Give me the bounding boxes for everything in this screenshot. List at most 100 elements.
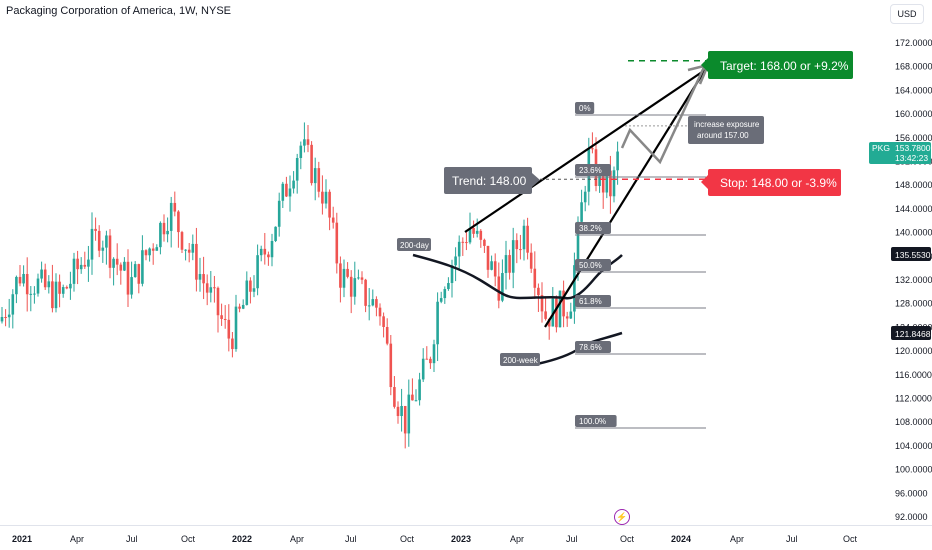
trend-label-bg [444,167,532,194]
price-tick: 104.0000 [895,441,932,451]
fib-label-bg [575,164,611,176]
time-tick: Apr [730,534,744,544]
candle-body [432,344,436,364]
event-bolt-icon[interactable]: ⚡ [614,509,630,525]
price-tick: 132.0000 [895,275,932,285]
fib-label: 38.2% [579,224,602,233]
candle-body [292,180,295,189]
candle-body [328,191,331,218]
candle-body [198,274,202,280]
candle-body [195,243,198,280]
candle-body [537,287,540,296]
candle-body [238,306,241,309]
time-tick: Oct [181,534,196,544]
candle-body [169,202,173,231]
target-label-pointer [701,58,708,72]
fib-label-bg [575,102,595,114]
last-price-bg [869,142,931,164]
ma-200-day-label: 200-day [400,241,429,250]
trend-label-pointer [532,173,540,187]
candle-body [205,283,209,293]
candle-body [400,405,403,417]
price-tick: 108.0000 [895,417,932,427]
candle-body [461,241,465,243]
stop-label-bg [708,169,841,196]
time-tick: Oct [620,534,635,544]
candle-body [267,254,270,258]
candle-body [414,400,418,402]
fib-label: 78.6% [579,343,602,352]
time-tick: Oct [400,534,415,544]
candle-body [72,258,76,284]
time-tick: Apr [290,534,304,544]
candle-body [141,250,144,284]
currency-button[interactable]: USD [890,4,924,24]
candle-body [144,250,148,256]
candle-body [184,249,187,251]
candle-body [479,230,483,240]
candle-body [443,289,447,299]
price-tick: 92.0000 [895,512,928,522]
candle-body [450,265,454,284]
candle-body [465,242,468,244]
upper-trendline [464,69,706,233]
candle-body [133,264,137,278]
candle-body [331,217,335,223]
price-tick: 168.0000 [895,62,932,72]
candle-body [353,278,357,297]
candle-body [425,358,429,360]
fib-label: 100.0% [579,417,606,426]
candle-body [429,358,432,364]
candle-body [54,281,58,309]
candle-body [270,240,274,258]
time-tick: Jul [126,534,138,544]
candle-body [364,279,367,306]
candle-body [7,314,11,318]
candle-body [335,222,339,264]
candle-body [306,139,310,145]
candle-body [252,288,256,292]
candle-body [256,255,259,289]
candle-body [303,139,306,146]
ma-200-day-line [412,253,623,300]
candle-body [576,221,580,266]
time-tick: 2024 [671,534,691,544]
candle-body [58,281,61,294]
candle-body [166,230,169,235]
candle-body [123,261,126,271]
price-tick: 128.0000 [895,299,932,309]
candle-body [454,256,457,266]
candle-body [529,252,533,269]
candle-body [508,255,511,273]
candle-body [601,169,605,193]
candle-body [616,151,619,171]
candle-body [324,191,328,204]
fib-label: 23.6% [579,166,602,175]
candle-body [249,280,252,292]
candle-body [375,299,378,308]
candle-body [389,343,393,388]
candle-body [357,277,360,279]
candle-body [407,394,411,434]
candle-body [540,295,544,312]
price-tick: 100.0000 [895,465,932,475]
candle-body [61,287,65,294]
candle-body [25,273,29,295]
price-tick: 120.0000 [895,346,932,356]
candle-body [94,228,97,231]
candle-body [299,145,303,159]
candle-body [79,264,83,270]
candle-body [177,211,180,233]
candle-body [310,144,313,184]
fib-label-bg [575,341,611,353]
candle-body [504,255,508,274]
price-tick: 156.0000 [895,133,932,143]
candle-body [493,261,497,277]
marker-2-bg [891,326,931,340]
candle-body [281,183,285,201]
note-line-1: increase exposure [694,120,760,129]
candle-body [119,264,123,271]
note-line-2: around 157.00 [697,131,749,140]
candle-body [112,258,115,268]
